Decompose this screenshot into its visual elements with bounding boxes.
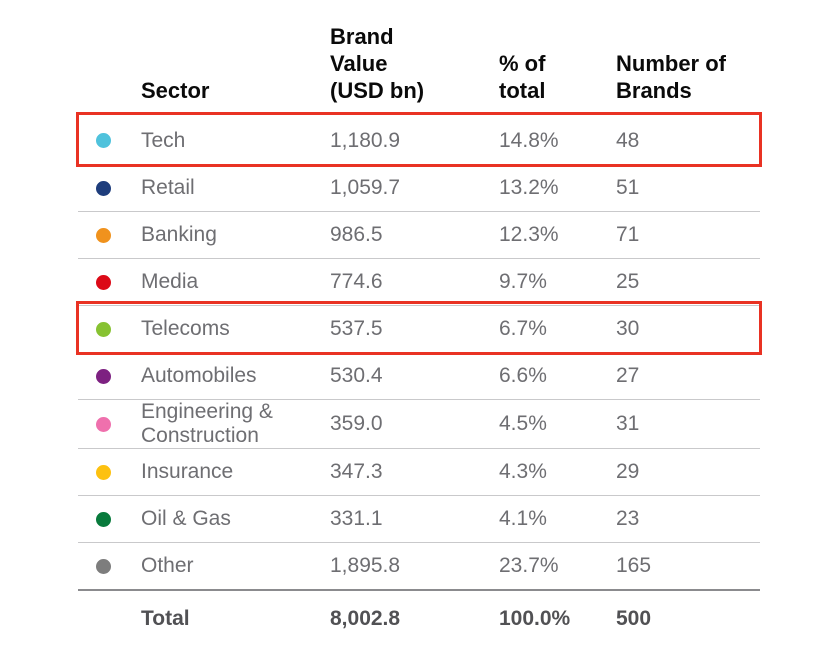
sector-color-cell bbox=[78, 227, 141, 243]
sector-name: Media bbox=[141, 270, 199, 293]
table-row: Media 774.6 9.7% 25 bbox=[78, 258, 760, 305]
header-number-of-brands: Number of Brands bbox=[616, 51, 726, 103]
number-of-brands: 27 bbox=[616, 364, 640, 387]
sector-name: Telecoms bbox=[141, 317, 230, 340]
sector-color-dot bbox=[96, 180, 111, 196]
sector-color-cell bbox=[78, 274, 141, 290]
table-row: Oil & Gas 331.1 4.1% 23 bbox=[78, 495, 760, 542]
pct-of-total: 4.5% bbox=[499, 412, 547, 435]
number-of-brands: 71 bbox=[616, 223, 640, 246]
pct-of-total: 4.3% bbox=[499, 460, 547, 483]
brand-value: 1,895.8 bbox=[330, 554, 401, 577]
sector-color-cell bbox=[78, 321, 141, 337]
table-row: Other 1,895.8 23.7% 165 bbox=[78, 542, 760, 589]
total-label: Total bbox=[141, 607, 190, 630]
sector-name: Other bbox=[141, 554, 194, 577]
brand-value: 774.6 bbox=[330, 270, 383, 293]
pct-of-total: 13.2% bbox=[499, 176, 559, 199]
total-number-of-brands: 500 bbox=[616, 607, 652, 630]
sector-name: Insurance bbox=[141, 460, 234, 483]
pct-of-total: 6.6% bbox=[499, 364, 547, 387]
sector-color-dot bbox=[96, 464, 111, 480]
table-body: Tech 1,180.9 14.8% 48 Retail 1,059.7 13.… bbox=[76, 112, 762, 589]
sector-color-cell bbox=[78, 368, 141, 384]
sector-color-cell bbox=[78, 464, 141, 480]
sector-color-dot bbox=[96, 511, 111, 527]
sector-color-cell bbox=[78, 558, 141, 574]
number-of-brands: 29 bbox=[616, 460, 640, 483]
sector-color-dot bbox=[96, 368, 111, 384]
number-of-brands: 48 bbox=[616, 128, 640, 152]
number-of-brands: 31 bbox=[616, 412, 640, 435]
pct-of-total: 23.7% bbox=[499, 554, 559, 577]
sector-color-dot bbox=[96, 416, 111, 432]
brand-value: 986.5 bbox=[330, 223, 383, 246]
table-row: Tech 1,180.9 14.8% 48 bbox=[76, 112, 762, 167]
table-header-row: Sector Brand Value (USD bn) % of total N… bbox=[78, 0, 760, 117]
sector-name: Tech bbox=[141, 128, 186, 152]
sector-color-cell bbox=[78, 511, 141, 527]
sector-color-cell bbox=[78, 133, 141, 148]
pct-of-total: 6.7% bbox=[499, 317, 547, 340]
table-row: Engineering & Construction 359.0 4.5% 31 bbox=[78, 399, 760, 448]
header-pct-of-total-text: % of total bbox=[499, 51, 546, 103]
number-of-brands: 51 bbox=[616, 176, 640, 199]
brand-value: 1,180.9 bbox=[330, 128, 401, 152]
number-of-brands: 25 bbox=[616, 270, 640, 293]
sector-brand-value-table: Sector Brand Value (USD bn) % of total N… bbox=[76, 0, 762, 647]
total-brand-value: 8,002.8 bbox=[330, 607, 401, 630]
sector-color-cell bbox=[78, 180, 141, 196]
pct-of-total: 12.3% bbox=[499, 223, 559, 246]
brand-value: 530.4 bbox=[330, 364, 383, 387]
header-pct-of-total: % of total bbox=[499, 23, 616, 104]
sector-name: Engineering & Construction bbox=[141, 400, 273, 447]
sector-color-dot bbox=[96, 227, 111, 243]
total-pct-of-total: 100.0% bbox=[499, 607, 571, 630]
sector-name: Automobiles bbox=[141, 364, 257, 387]
table-row: Insurance 347.3 4.3% 29 bbox=[78, 448, 760, 495]
brand-value: 359.0 bbox=[330, 412, 383, 435]
header-brand-value: Brand Value (USD bn) bbox=[330, 24, 425, 103]
brand-value: 537.5 bbox=[330, 317, 383, 340]
number-of-brands: 23 bbox=[616, 507, 640, 530]
sector-color-dot bbox=[96, 321, 111, 337]
number-of-brands: 165 bbox=[616, 554, 652, 577]
table-total-row: Total 8,002.8 100.0% 500 bbox=[78, 589, 760, 647]
sector-color-cell bbox=[78, 416, 141, 432]
sector-name: Banking bbox=[141, 223, 217, 246]
brand-value: 331.1 bbox=[330, 507, 383, 530]
table-row: Retail 1,059.7 13.2% 51 bbox=[78, 164, 760, 211]
pct-of-total: 9.7% bbox=[499, 270, 547, 293]
sector-color-dot bbox=[96, 274, 111, 290]
brand-value: 1,059.7 bbox=[330, 176, 401, 199]
table-row: Banking 986.5 12.3% 71 bbox=[78, 211, 760, 258]
brand-value: 347.3 bbox=[330, 460, 383, 483]
pct-of-total: 4.1% bbox=[499, 507, 547, 530]
pct-of-total: 14.8% bbox=[499, 128, 559, 152]
sector-color-dot bbox=[96, 133, 111, 148]
number-of-brands: 30 bbox=[616, 317, 640, 340]
sector-color-dot bbox=[96, 558, 111, 574]
sector-name: Oil & Gas bbox=[141, 507, 231, 530]
table-row: Telecoms 537.5 6.7% 30 bbox=[76, 301, 762, 355]
table-row: Automobiles 530.4 6.6% 27 bbox=[78, 352, 760, 399]
header-sector: Sector bbox=[141, 78, 210, 103]
sector-name: Retail bbox=[141, 176, 195, 199]
